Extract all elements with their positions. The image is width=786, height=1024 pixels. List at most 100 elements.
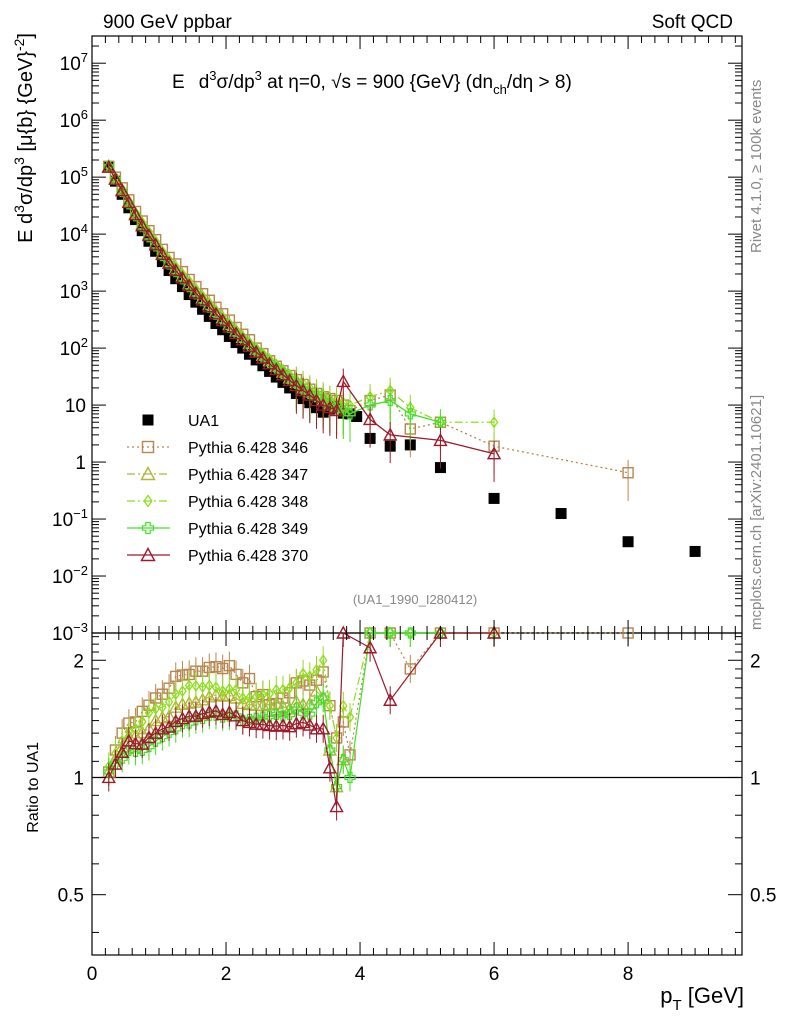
- ratio-point: [304, 708, 316, 720]
- data-point: [135, 218, 150, 232]
- series-line: [108, 165, 629, 474]
- data-point: [121, 194, 137, 209]
- ratio-point: [297, 707, 309, 719]
- legend-marker: [140, 547, 156, 562]
- ratio-point: [317, 692, 329, 704]
- data-point: [316, 397, 331, 411]
- ratio-point: [345, 711, 355, 724]
- ratio-point: [265, 687, 274, 700]
- analysis-tag: (UA1_1990_I280412): [353, 592, 477, 607]
- data-point: [141, 227, 157, 242]
- legend-marker: [141, 440, 155, 454]
- data-point: [114, 183, 130, 197]
- ratio-point: [325, 699, 335, 712]
- ratio-point: [211, 681, 221, 694]
- series-5: [101, 159, 502, 482]
- ratio-point: [228, 708, 244, 722]
- series-layer: [101, 158, 701, 557]
- ratio-point: [210, 660, 222, 673]
- y-tick-label: 107: [60, 50, 88, 75]
- ratio-point: [362, 640, 378, 654]
- data-point: [295, 383, 311, 397]
- ratio-tick-label: 0.5: [58, 886, 84, 907]
- ratio-point: [242, 714, 257, 729]
- ratio-point: [316, 721, 331, 735]
- series-1: [103, 160, 634, 501]
- series-3: [104, 159, 499, 451]
- data-point: [235, 332, 250, 346]
- ratio-point: [324, 744, 336, 756]
- data-point: [181, 278, 197, 292]
- data-point: [128, 207, 143, 221]
- data-point: [208, 306, 224, 320]
- data-point: [250, 354, 262, 366]
- ratio-point: [198, 680, 207, 694]
- series-line: [108, 166, 441, 423]
- legend-label: Pythia 6.428 348: [188, 494, 308, 511]
- data-point: [161, 255, 177, 269]
- data-point: [195, 292, 210, 306]
- ratio-point: [248, 716, 264, 730]
- ratio-tick-label: 1: [73, 768, 84, 789]
- ratio-point: [282, 719, 297, 733]
- legend-label: Pythia 6.428 349: [188, 521, 308, 538]
- data-point: [188, 285, 204, 299]
- data-point: [248, 344, 264, 358]
- data-point: [215, 313, 230, 327]
- ratio-point: [383, 692, 398, 706]
- data-point: [168, 263, 183, 277]
- data-point: [336, 373, 351, 388]
- y-tick-label: 106: [60, 107, 88, 132]
- ratio-point: [364, 627, 376, 639]
- x-axis-label: pT [GeV]: [660, 983, 744, 1014]
- ratio-point: [292, 676, 301, 689]
- ratio-point: [305, 670, 315, 683]
- ratio-point: [141, 730, 157, 744]
- data-point: [242, 338, 257, 352]
- upper-frame: [91, 35, 743, 634]
- ratio-point: [404, 627, 416, 639]
- y-axis-label: E d3σ/dp3 [μ{b} {GeV}-2]: [11, 33, 37, 243]
- data-point: [488, 492, 500, 504]
- x-tick-label: 6: [489, 964, 500, 985]
- y-tick-label: 104: [60, 221, 88, 246]
- ratio-point: [184, 679, 194, 692]
- ratio-point: [384, 627, 396, 639]
- ratio-point: [137, 715, 147, 728]
- legend-label: Pythia 6.428 370: [188, 548, 308, 565]
- ratio-point: [222, 705, 237, 719]
- ratio-point: [243, 672, 256, 685]
- data-point: [277, 376, 289, 388]
- y-tick-label: 10−3: [52, 620, 88, 645]
- data-point: [176, 281, 188, 293]
- axes-layer: 0 2 4 6 8 10−3 10−2 10−1 1 10 102 103 104 105 106 107 0.…: [52, 35, 776, 985]
- series-line: [108, 165, 344, 412]
- ratio-point: [218, 684, 227, 698]
- data-point: [222, 319, 237, 333]
- data-point: [404, 408, 416, 420]
- ratio-tick-label-right: 2: [750, 651, 761, 672]
- ratio-point: [284, 709, 296, 721]
- x-tick-label: 0: [87, 964, 98, 985]
- data-point: [275, 367, 291, 381]
- ratio-point: [270, 708, 282, 721]
- data-point: [309, 393, 324, 407]
- ratio-series-2: [101, 677, 351, 801]
- mcplots-label: mcplots.cern.ch [arXiv:2401.10621]: [748, 395, 765, 630]
- ratio-point: [235, 713, 250, 727]
- data-point: [489, 416, 499, 429]
- ratio-point: [258, 688, 268, 701]
- ratio-point: [255, 717, 271, 731]
- y-tick-label: 10−1: [52, 506, 88, 531]
- data-point: [108, 171, 123, 185]
- ratio-series-4: [103, 627, 447, 801]
- data-point: [170, 273, 182, 285]
- upper-panel: [91, 35, 743, 634]
- data-point: [156, 256, 168, 268]
- legend-label: Pythia 6.428 346: [188, 440, 308, 457]
- ratio-point: [223, 659, 236, 672]
- ratio-point: [164, 695, 174, 708]
- x-tick-label: 2: [221, 964, 232, 985]
- ratio-point: [148, 725, 163, 739]
- legend-marker: [141, 521, 155, 535]
